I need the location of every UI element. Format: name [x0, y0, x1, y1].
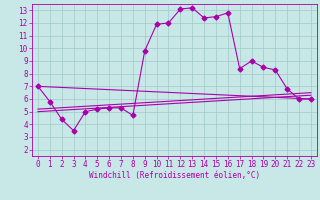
X-axis label: Windchill (Refroidissement éolien,°C): Windchill (Refroidissement éolien,°C)	[89, 171, 260, 180]
